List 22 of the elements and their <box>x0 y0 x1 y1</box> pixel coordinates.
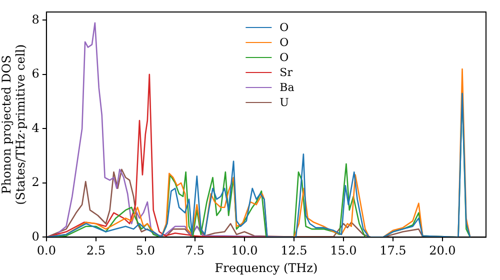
legend-label: Sr <box>280 65 292 80</box>
y-tick-label: 6 <box>32 66 40 81</box>
x-tick-label: 12.5 <box>280 244 308 258</box>
y-tick-label: 2 <box>32 175 40 190</box>
x-tick-label: 0.0 <box>36 244 56 258</box>
x-tick-label: 15.0 <box>330 244 357 258</box>
y-tick-label: 4 <box>32 120 40 135</box>
x-axis-title: Frequency (THz) <box>214 260 318 275</box>
x-tick-label: 5.0 <box>136 244 155 258</box>
x-tick-label: 17.5 <box>380 244 406 258</box>
x-tick-label: 20.0 <box>429 244 456 258</box>
x-tick-label: 7.5 <box>185 244 204 258</box>
legend-label: O <box>280 35 289 50</box>
legend-label: O <box>280 50 289 65</box>
x-tick-label: 2.5 <box>86 244 106 258</box>
y-axis-title: Phonon projected DOS (States/THz·primitive cell) <box>0 44 28 205</box>
legend-label: U <box>280 95 289 110</box>
y-tick-label: 0 <box>32 229 40 244</box>
y-tick-label: 8 <box>32 12 40 26</box>
x-tick-label: 10.0 <box>231 244 258 258</box>
legend-label: Ba <box>280 80 294 95</box>
legend-label: O <box>280 20 289 35</box>
